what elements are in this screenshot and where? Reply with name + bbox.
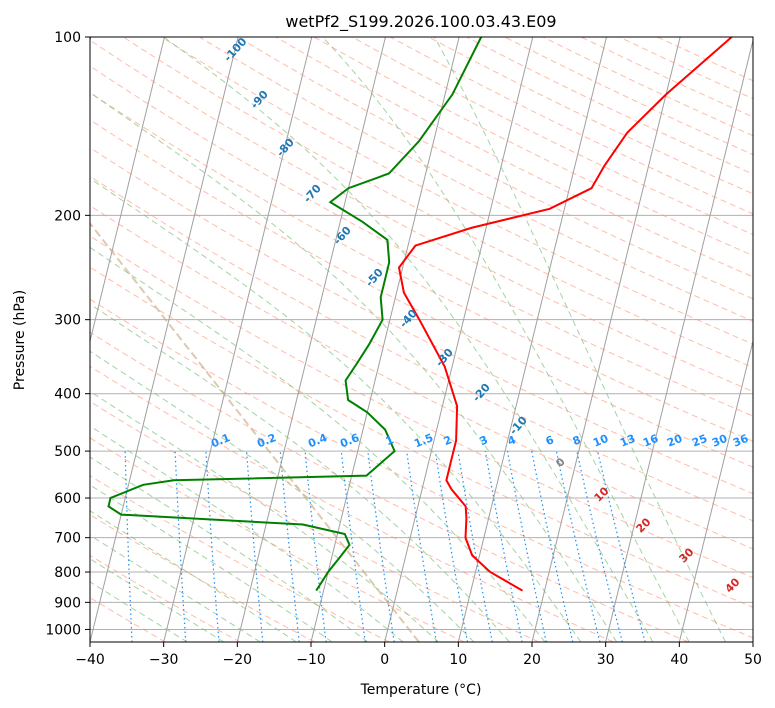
x-tick-label: 20	[523, 652, 541, 668]
mixing-ratio-label: 10	[591, 432, 610, 450]
moist-adiabat	[322, 37, 690, 642]
mixing-ratio-line	[434, 451, 469, 642]
mixing-ratio-label: 13	[618, 432, 637, 450]
y-tick-label: 800	[54, 565, 81, 581]
moist-adiabat	[434, 37, 727, 642]
chart-title: wetPf2_S199.2026.100.03.43.E09	[285, 12, 556, 32]
temperature-profile-line	[397, 37, 733, 592]
mixing-ratio-line	[367, 451, 395, 642]
mixing-ratio-line	[279, 451, 300, 642]
dry-adiabat	[199, 37, 753, 322]
x-tick-label: −30	[149, 652, 179, 668]
moist-adiabat	[90, 456, 368, 642]
x-tick-label: 0	[380, 652, 389, 668]
y-tick-label: 100	[54, 30, 81, 46]
boundary-curve	[90, 221, 420, 642]
isotherm-30	[605, 38, 753, 642]
moist-adiabat	[163, 37, 654, 642]
x-tick-label: −10	[296, 652, 326, 668]
mixing-ratio-label: 36	[731, 432, 750, 450]
y-tick-label: 1000	[45, 622, 81, 638]
mixing-ratio-label: 20	[665, 432, 684, 450]
isotherm-20	[531, 37, 681, 642]
y-tick-label: 500	[54, 444, 81, 460]
plot-frame	[89, 36, 754, 643]
moist-adiabat	[90, 484, 333, 642]
x-axis-label: Temperature (°C)	[360, 682, 482, 698]
mixing-ratio-line	[246, 451, 264, 642]
x-tick-label: −40	[75, 652, 105, 668]
y-tick-label: 400	[54, 387, 81, 403]
mixing-ratio-line	[124, 451, 133, 642]
x-tick-label: 10	[449, 652, 467, 668]
mixing-ratio-label: 2	[442, 433, 454, 448]
moist-adiabat	[90, 91, 618, 642]
dry-adiabat	[90, 205, 753, 550]
dry-adiabat	[90, 331, 689, 642]
y-tick-label: 300	[54, 313, 81, 329]
dry-adiabat	[90, 400, 540, 642]
y-tick-label: 900	[54, 595, 81, 611]
dry-adiabat	[90, 266, 753, 608]
dry-adiabat	[237, 37, 753, 300]
dry-adiabat	[90, 147, 753, 495]
isotherm--10	[310, 37, 460, 642]
mixing-ratio-line	[205, 451, 220, 642]
isotherm-10	[457, 37, 607, 642]
y-tick-label: 600	[54, 491, 81, 507]
dry-adiabat	[90, 475, 390, 642]
dry-adiabat	[90, 597, 166, 642]
y-tick-label: 200	[54, 208, 81, 224]
mixing-ratio-label: 8	[571, 433, 583, 448]
dewpoint-profile-line	[107, 37, 483, 592]
moist-adiabat	[90, 246, 546, 642]
isotherm--40	[90, 37, 239, 642]
dry-adiabat	[90, 92, 753, 442]
x-tick-label: −20	[223, 652, 253, 668]
x-tick-label: 50	[744, 652, 762, 668]
mixing-ratio-label: 1	[384, 433, 396, 448]
mixing-ratio-line	[406, 451, 437, 642]
isotherm--30	[163, 37, 313, 642]
y-tick-label: 700	[54, 531, 81, 547]
dry-adiabat	[90, 437, 465, 642]
isotherm-0	[384, 37, 534, 642]
dry-adiabat	[90, 298, 753, 639]
moist-adiabat	[90, 177, 582, 642]
moist-adiabat	[90, 303, 510, 642]
dry-adiabat	[90, 554, 241, 642]
mixing-ratio-label: 16	[641, 432, 660, 450]
dry-adiabat	[90, 119, 753, 468]
mixing-ratio-line	[304, 451, 327, 642]
isotherm-50	[752, 639, 753, 642]
x-tick-label: 40	[670, 652, 688, 668]
mixing-ratio-label: 3	[478, 433, 490, 448]
y-axis-label: Pressure (hPa)	[12, 290, 28, 390]
moist-adiabat	[90, 558, 225, 642]
axes: −40 −30 −20 −10 0 10 20 30 40 50 100 200 300 400 500 60…	[45, 30, 762, 668]
moist-adiabat	[90, 581, 188, 642]
mixing-ratio-label: 30	[710, 432, 729, 450]
mixing-ratio-line	[340, 451, 366, 642]
mixing-ratio-label: 25	[690, 432, 709, 450]
plot-area	[90, 37, 753, 642]
isotherm-40	[678, 339, 753, 642]
dry-adiabat	[90, 235, 753, 579]
dry-adiabat	[90, 39, 753, 393]
x-tick-label: 30	[597, 652, 615, 668]
isotherm--20	[236, 37, 386, 642]
dry-adiabat	[122, 37, 753, 369]
mixing-ratio-line	[174, 451, 187, 642]
